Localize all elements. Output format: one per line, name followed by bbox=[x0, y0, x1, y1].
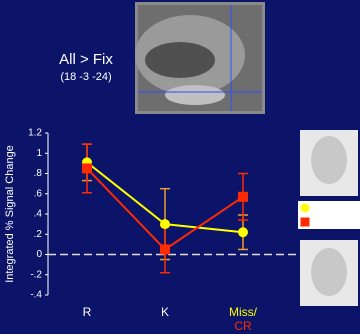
y-tick-label: .6 bbox=[34, 188, 43, 199]
y-tick-label: 0 bbox=[36, 249, 42, 260]
marker bbox=[160, 219, 170, 229]
x-tick-label: R bbox=[83, 305, 92, 319]
marker bbox=[160, 244, 170, 254]
legend-label: studied bbox=[314, 202, 349, 214]
legend-label: morph bbox=[314, 216, 345, 228]
y-tick-label: -.4 bbox=[30, 290, 42, 301]
y-tick-label: 1 bbox=[36, 148, 42, 159]
y-tick-label: -.2 bbox=[30, 269, 42, 280]
annotation: (18 -3 -24) bbox=[60, 71, 111, 83]
y-tick-label: .2 bbox=[34, 229, 43, 240]
brain-image bbox=[135, 2, 265, 114]
y-tick-label: 1.2 bbox=[28, 128, 42, 139]
slide: All > Fix (18 -3 -24) Integrated % Signa… bbox=[0, 0, 360, 334]
legend-marker bbox=[301, 204, 310, 213]
y-axis-label: Integrated % Signal Change bbox=[4, 145, 16, 283]
marker bbox=[238, 192, 248, 202]
annotation: All > Fix bbox=[59, 51, 113, 68]
x-tick-label: K bbox=[161, 305, 169, 319]
marker bbox=[82, 163, 92, 173]
marker bbox=[238, 227, 248, 237]
y-tick-label: .8 bbox=[34, 168, 43, 179]
y-tick-label: .4 bbox=[34, 209, 43, 220]
legend-marker bbox=[301, 218, 310, 227]
